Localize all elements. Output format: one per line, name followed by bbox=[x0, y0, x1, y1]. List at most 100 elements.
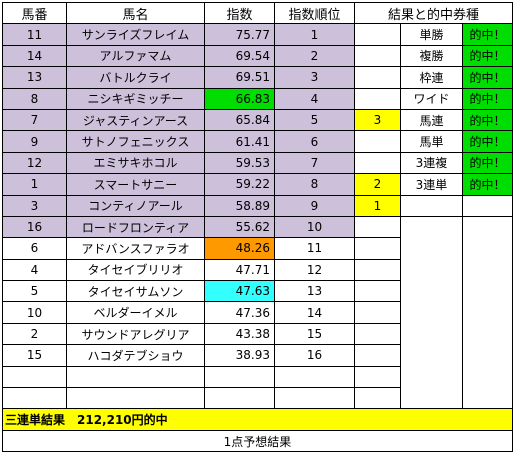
cell-finish: 3 bbox=[354, 108, 401, 132]
header-index: 指数 bbox=[204, 1, 275, 25]
cell-hit bbox=[462, 366, 513, 388]
table-row bbox=[2, 387, 513, 410]
cell-index: 55.62 bbox=[204, 215, 275, 239]
cell-index-rank: 2 bbox=[274, 44, 355, 68]
cell-horse-no: 10 bbox=[2, 301, 67, 324]
cell-horse-no: 13 bbox=[2, 66, 67, 89]
cell-index: 69.51 bbox=[204, 66, 275, 89]
cell-horse-name: タイセイブリリオ bbox=[66, 258, 205, 282]
cell-index-rank: 11 bbox=[274, 237, 355, 260]
cell-bet-type bbox=[400, 194, 463, 217]
cell-bet-type bbox=[400, 344, 463, 367]
cell-bet-type bbox=[400, 280, 463, 302]
cell-index bbox=[204, 365, 275, 389]
cell-finish bbox=[354, 87, 401, 110]
table-row: 5 タイセイサムソン 47.63 13 bbox=[2, 280, 513, 303]
cell-index-rank: 1 bbox=[274, 23, 355, 46]
cell-horse-name: エミサキホコル bbox=[66, 151, 205, 175]
header-horse-no: 馬番 bbox=[2, 1, 67, 25]
footer-text: 1点予想結果 bbox=[2, 429, 513, 452]
cell-hit bbox=[462, 344, 513, 367]
cell-horse-name: ハコダテブショウ bbox=[66, 344, 205, 367]
cell-horse-name: コンティノアール bbox=[66, 194, 205, 217]
cell-horse-no: 11 bbox=[2, 23, 67, 46]
cell-index bbox=[204, 387, 275, 410]
table-row: 14 アルファマム 69.54 2 複勝 的中！ bbox=[2, 44, 513, 68]
cell-bet-type bbox=[400, 259, 463, 281]
cell-hit bbox=[462, 387, 513, 409]
summary-row: 三連単結果 212,210円的中 bbox=[2, 408, 513, 431]
cell-horse-name: ロードフロンティア bbox=[66, 215, 205, 239]
cell-finish bbox=[354, 365, 401, 389]
cell-index: 66.83 bbox=[204, 87, 275, 110]
cell-bet-type: ワイド bbox=[400, 87, 463, 110]
cell-horse-no: 3 bbox=[2, 194, 67, 217]
cell-bet-type: 枠連 bbox=[400, 66, 463, 89]
table-row: 10 ベルダーイメル 47.36 14 bbox=[2, 301, 513, 324]
cell-finish bbox=[354, 66, 401, 89]
cell-horse-no: 16 bbox=[2, 215, 67, 239]
cell-hit bbox=[462, 259, 513, 281]
cell-index: 69.54 bbox=[204, 44, 275, 68]
footer-row: 1点予想結果 bbox=[2, 429, 513, 452]
table-row: 12 エミサキホコル 59.53 7 3連複 的中！ bbox=[2, 151, 513, 175]
cell-horse-no bbox=[2, 387, 67, 410]
cell-hit bbox=[462, 194, 513, 217]
cell-bet-type bbox=[400, 216, 463, 238]
cell-index: 48.26 bbox=[204, 237, 275, 260]
cell-index-rank: 6 bbox=[274, 130, 355, 153]
cell-horse-name: スマートサニー bbox=[66, 173, 205, 196]
cell-index: 61.41 bbox=[204, 130, 275, 153]
cell-index: 47.71 bbox=[204, 258, 275, 282]
cell-index: 59.53 bbox=[204, 151, 275, 175]
cell-horse-no: 1 bbox=[2, 173, 67, 196]
cell-horse-name: アルファマム bbox=[66, 44, 205, 68]
header-index-rank: 指数順位 bbox=[274, 1, 355, 25]
cell-index-rank: 12 bbox=[274, 258, 355, 282]
cell-horse-name: ニシキギミッチー bbox=[66, 87, 205, 110]
cell-bet-type bbox=[400, 387, 463, 409]
table-row: 1 スマートサニー 59.22 8 2 3連単 的中！ bbox=[2, 173, 513, 196]
cell-horse-name: アドバンスファラオ bbox=[66, 237, 205, 260]
cell-horse-no: 4 bbox=[2, 258, 67, 282]
cell-index: 38.93 bbox=[204, 344, 275, 367]
cell-index-rank: 7 bbox=[274, 151, 355, 175]
cell-finish bbox=[354, 23, 401, 46]
cell-finish bbox=[354, 130, 401, 153]
cell-finish bbox=[354, 301, 401, 324]
cell-hit: 的中！ bbox=[462, 23, 513, 46]
cell-bet-type bbox=[400, 366, 463, 388]
cell-index: 59.22 bbox=[204, 173, 275, 196]
cell-horse-no bbox=[2, 365, 67, 389]
cell-hit: 的中！ bbox=[462, 151, 513, 175]
cell-index-rank bbox=[274, 365, 355, 389]
table-row: 4 タイセイブリリオ 47.71 12 bbox=[2, 258, 513, 282]
cell-bet-type: 馬単 bbox=[400, 130, 463, 153]
table-row: 9 サトノフェニックス 61.41 6 馬単 的中！ bbox=[2, 130, 513, 153]
cell-bet-type: 馬連 bbox=[400, 108, 463, 132]
cell-index-rank: 13 bbox=[274, 280, 355, 303]
cell-horse-no: 12 bbox=[2, 151, 67, 175]
cell-horse-name: サトノフェニックス bbox=[66, 130, 205, 153]
cell-finish bbox=[354, 322, 401, 346]
table-row: 8 ニシキギミッチー 66.83 4 ワイド 的中！ bbox=[2, 87, 513, 110]
cell-finish bbox=[354, 44, 401, 68]
cell-index-rank bbox=[274, 387, 355, 410]
cell-index-rank: 4 bbox=[274, 87, 355, 110]
cell-hit: 的中！ bbox=[462, 66, 513, 89]
cell-horse-no: 15 bbox=[2, 344, 67, 367]
cell-finish: 2 bbox=[354, 173, 401, 196]
cell-index: 75.77 bbox=[204, 23, 275, 46]
cell-horse-name: タイセイサムソン bbox=[66, 280, 205, 303]
cell-horse-no: 5 bbox=[2, 280, 67, 303]
cell-finish bbox=[354, 344, 401, 367]
cell-horse-no: 8 bbox=[2, 87, 67, 110]
cell-index-rank: 15 bbox=[274, 322, 355, 346]
cell-finish bbox=[354, 215, 401, 239]
cell-bet-type bbox=[400, 301, 463, 324]
cell-hit: 的中！ bbox=[462, 108, 513, 132]
table-row: 6 アドバンスファラオ 48.26 11 bbox=[2, 237, 513, 260]
cell-finish: 1 bbox=[354, 194, 401, 217]
cell-horse-no: 9 bbox=[2, 130, 67, 153]
